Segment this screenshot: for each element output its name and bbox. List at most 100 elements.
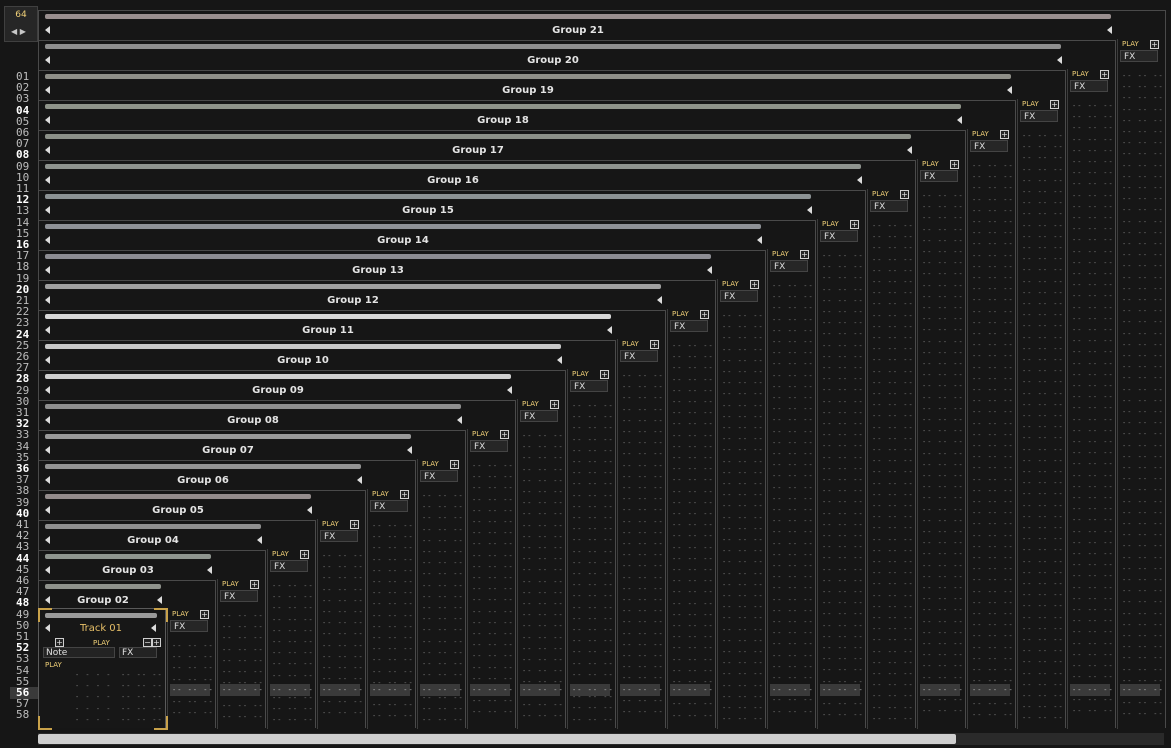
pattern-cell[interactable]: -- -- -- bbox=[1022, 311, 1064, 320]
pattern-cell[interactable]: -- -- -- bbox=[1022, 244, 1064, 252]
pattern-cell[interactable]: -- -- -- bbox=[822, 442, 864, 451]
pattern-cell[interactable]: -- -- -- bbox=[422, 615, 464, 624]
pattern-cell[interactable]: -- -- -- bbox=[422, 716, 464, 724]
collapse-left-icon[interactable] bbox=[45, 566, 50, 574]
pattern-cell[interactable]: -- -- -- bbox=[1072, 236, 1114, 245]
pattern-cell[interactable]: -- -- -- bbox=[572, 659, 614, 668]
pattern-cell[interactable]: -- -- -- bbox=[1072, 370, 1114, 379]
group-color-bar[interactable] bbox=[45, 464, 361, 469]
add-column-button[interactable]: + bbox=[500, 430, 509, 439]
pattern-cell[interactable]: -- -- -- bbox=[972, 531, 1014, 540]
pattern-cell[interactable]: -- -- -- bbox=[772, 394, 814, 402]
pattern-cell[interactable]: -- -- -- bbox=[772, 606, 814, 615]
pattern-cell[interactable]: -- -- -- bbox=[972, 666, 1014, 674]
collapse-left-icon[interactable] bbox=[45, 266, 50, 274]
pattern-cell[interactable]: -- -- -- bbox=[872, 647, 914, 656]
pattern-cell[interactable]: -- -- -- bbox=[872, 345, 914, 354]
pattern-cell[interactable]: -- -- -- bbox=[1122, 632, 1164, 640]
pattern-cell[interactable]: -- -- -- bbox=[772, 539, 814, 548]
pattern-cell[interactable]: -- -- -- bbox=[1122, 665, 1164, 674]
pattern-cell[interactable]: -- -- -- bbox=[1022, 389, 1064, 398]
collapse-right-icon[interactable] bbox=[157, 596, 162, 604]
pattern-cell[interactable]: -- -- -- bbox=[872, 311, 914, 320]
pattern-cell[interactable]: -- -- -- bbox=[422, 548, 464, 556]
pattern-cell[interactable]: -- -- -- bbox=[372, 555, 414, 564]
pattern-cell[interactable]: -- -- -- bbox=[722, 412, 764, 421]
pattern-cell[interactable]: -- -- -- bbox=[1072, 146, 1114, 155]
pattern-cell[interactable]: -- -- -- bbox=[1022, 423, 1064, 432]
pattern-cell[interactable]: -- -- -- bbox=[1022, 255, 1064, 264]
pattern-cell[interactable]: -- -- -- bbox=[922, 617, 964, 626]
pattern-cell[interactable]: -- -- -- bbox=[572, 581, 614, 590]
pattern-cell[interactable]: -- -- -- bbox=[722, 390, 764, 399]
pattern-cell[interactable]: -- -- -- bbox=[272, 582, 314, 590]
group-color-bar[interactable] bbox=[45, 74, 1011, 79]
pattern-cell[interactable]: -- -- -- bbox=[922, 528, 964, 536]
group-color-bar[interactable] bbox=[45, 194, 811, 199]
pattern-cell[interactable]: -- -- -- bbox=[422, 503, 464, 512]
pattern-cell[interactable]: -- -- -- bbox=[1122, 105, 1164, 114]
pattern-cell[interactable]: -- -- -- bbox=[922, 382, 964, 391]
collapse-left-icon[interactable] bbox=[45, 476, 50, 484]
pattern-cell[interactable]: -- -- -- bbox=[622, 551, 664, 560]
pattern-cell[interactable]: -- -- -- bbox=[622, 562, 664, 571]
pattern-cell[interactable]: -- -- -- bbox=[1022, 647, 1064, 656]
pattern-cell[interactable]: -- -- -- bbox=[1072, 438, 1114, 446]
pattern-cell[interactable]: -- -- -- bbox=[322, 686, 364, 694]
pattern-cell[interactable]: -- -- -- bbox=[622, 652, 664, 660]
add-column-button[interactable]: + bbox=[950, 160, 959, 169]
pattern-cell[interactable]: -- -- -- bbox=[872, 367, 914, 376]
pattern-cell[interactable]: -- -- -- bbox=[772, 573, 814, 582]
pattern-cell[interactable]: -- -- -- bbox=[872, 412, 914, 421]
pattern-cell[interactable]: -- -- -- bbox=[272, 593, 314, 602]
pattern-cell[interactable]: -- -- -- bbox=[372, 578, 414, 586]
pattern-cell[interactable]: -- -- -- bbox=[372, 634, 414, 642]
pattern-cell[interactable]: -- -- -- bbox=[1122, 318, 1164, 327]
pattern-cell[interactable]: -- -- -- bbox=[472, 518, 514, 526]
pattern-cell[interactable]: -- -- -- bbox=[1072, 225, 1114, 234]
pattern-cell[interactable]: -- -- -- bbox=[922, 203, 964, 212]
pattern-cell[interactable]: -- -- -- bbox=[772, 304, 814, 313]
pattern-cell[interactable]: -- -- -- bbox=[622, 607, 664, 616]
collapse-right-icon[interactable] bbox=[1107, 26, 1112, 34]
pattern-cell[interactable]: -- -- -- bbox=[522, 521, 564, 530]
pattern-cell[interactable]: -- -- -- bbox=[522, 499, 564, 508]
pattern-cell[interactable]: -- -- -- bbox=[972, 363, 1014, 372]
pattern-cell[interactable]: -- -- -- bbox=[822, 464, 864, 473]
pattern-cell[interactable]: -- -- -- bbox=[272, 615, 314, 624]
pattern-cell[interactable]: -- -- -- bbox=[1072, 102, 1114, 110]
pattern-cell[interactable]: -- -- -- bbox=[522, 488, 564, 496]
pattern-cell[interactable]: -- -- -- bbox=[572, 446, 614, 455]
pattern-cell[interactable]: -- -- -- bbox=[1022, 568, 1064, 577]
pattern-cell[interactable]: -- -- -- bbox=[1072, 662, 1114, 670]
pattern-cell[interactable]: -- -- -- bbox=[622, 439, 664, 448]
collapse-right-icon[interactable] bbox=[257, 536, 262, 544]
pattern-cell[interactable]: -- -- -- bbox=[672, 386, 714, 395]
pattern-cell[interactable]: -- -- -- bbox=[272, 694, 314, 702]
pattern-cell[interactable]: -- -- -- bbox=[922, 393, 964, 402]
track-color-bar[interactable] bbox=[45, 613, 157, 618]
pattern-cell[interactable]: -- -- -- bbox=[922, 236, 964, 245]
pattern-cell[interactable]: -- -- -- bbox=[1122, 475, 1164, 484]
pattern-cell[interactable]: -- -- -- bbox=[522, 532, 564, 541]
pattern-cell[interactable]: -- -- -- bbox=[872, 670, 914, 678]
pattern-cell[interactable]: -- -- -- bbox=[522, 633, 564, 642]
group-color-bar[interactable] bbox=[45, 524, 261, 529]
pattern-cell[interactable]: -- -- -- bbox=[822, 308, 864, 316]
pattern-cell[interactable]: -- -- -- bbox=[672, 554, 714, 563]
pattern-cell[interactable]: -- -- -- bbox=[472, 484, 514, 493]
pattern-cell[interactable]: -- -- -- bbox=[972, 341, 1014, 350]
collapse-right-icon[interactable] bbox=[607, 326, 612, 334]
pattern-cell[interactable]: -- -- -- bbox=[672, 700, 714, 709]
pattern-cell[interactable]: -- -- -- bbox=[822, 711, 864, 720]
group-fx-field[interactable]: FX bbox=[370, 500, 408, 512]
pattern-cell[interactable]: -- -- -- bbox=[422, 492, 464, 500]
pattern-cell[interactable]: -- -- -- bbox=[922, 651, 964, 660]
pattern-cell[interactable]: -- -- -- bbox=[1072, 494, 1114, 502]
pattern-cell[interactable]: -- -- -- bbox=[1122, 531, 1164, 540]
pattern-cell[interactable]: -- -- -- bbox=[872, 289, 914, 298]
pattern-cell[interactable]: -- -- -- bbox=[822, 509, 864, 518]
pattern-cell[interactable]: -- -- -- bbox=[522, 465, 564, 474]
pattern-cell[interactable]: -- -- -- bbox=[1022, 591, 1064, 600]
group-fx-field[interactable]: FX bbox=[570, 380, 608, 392]
